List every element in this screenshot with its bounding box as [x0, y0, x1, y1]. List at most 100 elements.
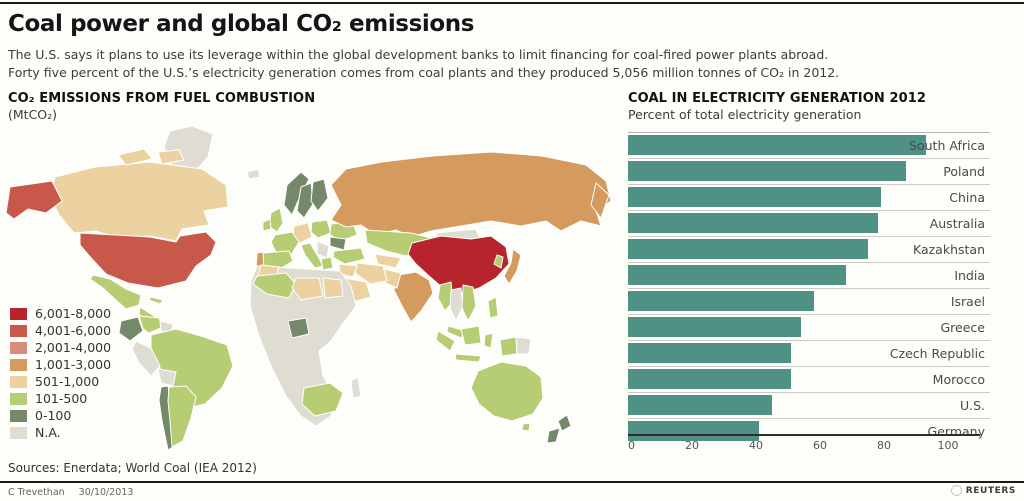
bar-label: Kazakhstan: [912, 242, 985, 257]
legend-label: 501-1,000: [35, 374, 100, 389]
legend-label: N.A.: [35, 425, 61, 440]
x-axis-line: [628, 434, 980, 436]
bar-row: China: [628, 185, 990, 211]
bar-label: Israel: [950, 294, 985, 309]
legend-swatch: [10, 426, 27, 439]
map-region-central-asia: [374, 253, 402, 269]
bar: [628, 265, 846, 285]
map-region-argentina: [167, 385, 197, 448]
credit-line: C Trevethan 30/10/2013: [8, 487, 133, 498]
map-region-philippines: [487, 296, 499, 319]
credit-author: C Trevethan: [8, 487, 65, 498]
bar-label: India: [954, 268, 985, 283]
x-axis-tick-label: 0: [628, 439, 635, 452]
x-axis-tick-label: 40: [749, 439, 763, 452]
legend-swatch: [10, 341, 27, 354]
legend-swatch: [10, 375, 27, 388]
map-region-egypt: [322, 277, 344, 299]
legend-label: 6,001-8,000: [35, 306, 112, 321]
map-region-cuba: [148, 296, 164, 305]
bar-label: South Africa: [909, 138, 985, 153]
map-region-greenland: [163, 125, 214, 176]
map-region-vietnam: [461, 284, 477, 322]
map-region-nigeria: [287, 317, 310, 339]
bar: [628, 291, 814, 311]
bar-row: Australia: [628, 211, 990, 237]
map-region-algeria: [252, 272, 297, 299]
reuters-orbit-icon: [950, 485, 962, 496]
intro-line-2: Forty five percent of the U.S.’s electri…: [8, 64, 840, 80]
bar: [628, 135, 926, 155]
map-region-indonesia: [435, 325, 494, 363]
map-region-korea: [493, 254, 504, 269]
bar-row: India: [628, 263, 990, 289]
world-map: [5, 125, 612, 451]
intro-text: The U.S. says it plans to use its levera…: [8, 46, 839, 82]
bar-label: Germany: [927, 424, 985, 439]
page-title: Coal power and global CO₂ emissions: [8, 11, 475, 37]
legend-item: 101-500: [10, 390, 111, 407]
legend-swatch: [10, 324, 27, 337]
bar-row: Czech Republic: [628, 341, 990, 367]
legend-item: 1,001-3,000: [10, 356, 111, 373]
map-region-finland: [310, 178, 329, 212]
legend-item: 6,001-8,000: [10, 305, 111, 322]
map-region-alaska: [5, 180, 63, 220]
map-region-balkans: [316, 240, 330, 259]
intro-line-1: The U.S. says it plans to use its levera…: [8, 47, 829, 62]
x-axis-tick-label: 60: [813, 439, 827, 452]
legend-label: 101-500: [35, 391, 88, 406]
map-region-libya: [291, 277, 324, 301]
map-region-australia: [470, 361, 544, 422]
bar-row: U.S.: [628, 393, 990, 419]
bar-row: Kazakhstan: [628, 237, 990, 263]
map-region-romania: [329, 236, 347, 251]
map-region-peru: [131, 340, 161, 377]
map-region-mexico: [89, 274, 142, 310]
legend-swatch: [10, 392, 27, 405]
chart-top-rule: [628, 132, 990, 133]
map-region-madagascar: [350, 376, 362, 399]
bar: [628, 239, 868, 259]
bar: [628, 213, 878, 233]
legend-swatch: [10, 409, 27, 422]
map-region-china: [407, 235, 510, 295]
map-region-russia: [330, 151, 612, 238]
legend-label: 2,001-4,000: [35, 340, 112, 355]
map-region-venezuela: [138, 315, 164, 334]
bar-row: Poland: [628, 159, 990, 185]
map-region-greece: [320, 256, 334, 271]
bar-panel-subtitle: Percent of total electricity generation: [628, 107, 862, 122]
legend-label: 4,001-6,000: [35, 323, 112, 338]
bar-row: South Africa: [628, 133, 990, 159]
map-region-canada-arctic: [117, 148, 185, 166]
bar-chart: South Africa Poland China Australia Kazakhst…: [628, 133, 990, 444]
map-region-thailand: [449, 287, 464, 322]
legend-swatch: [10, 307, 27, 320]
bar: [628, 343, 792, 363]
legend-item: N.A.: [10, 424, 111, 441]
map-legend: 6,001-8,000 4,001-6,000 2,001-4,000 1,001-3…: [10, 305, 111, 441]
map-region-bolivia: [157, 368, 177, 387]
bar-label: Australia: [929, 216, 985, 231]
map-region-usa: [79, 231, 217, 289]
map-region-sweden: [296, 182, 314, 219]
bar-label: Morocco: [932, 372, 985, 387]
credit-date: 30/10/2013: [78, 487, 134, 498]
legend-item: 4,001-6,000: [10, 322, 111, 339]
map-panel-subtitle: (MtCO₂): [8, 107, 58, 122]
map-region-turkey: [332, 247, 366, 265]
legend-item: 0-100: [10, 407, 111, 424]
map-region-myanmar: [437, 281, 454, 312]
bar-row: Greece: [628, 315, 990, 341]
bar-label: Poland: [943, 164, 985, 179]
map-region-papua-new-guinea: [515, 336, 532, 355]
map-region-ireland: [262, 218, 272, 232]
bar-row: Morocco: [628, 367, 990, 393]
bar-row: Israel: [628, 289, 990, 315]
reuters-wordmark: REUTERS: [965, 485, 1016, 496]
x-axis-tick-label: 100: [937, 439, 959, 452]
sources-note: Sources: Enerdata; World Coal (IEA 2012): [8, 461, 257, 475]
top-rule: [0, 2, 1024, 4]
